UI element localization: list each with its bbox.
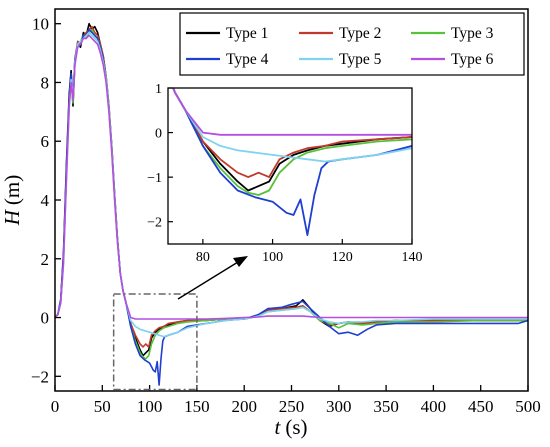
x-axis-title: t (s)	[274, 415, 307, 439]
inset-x-tick-label: 80	[196, 250, 210, 265]
x-tick-label: 200	[231, 397, 257, 416]
x-tick-label: 50	[94, 397, 111, 416]
y-tick-label: 10	[32, 15, 49, 34]
x-axis-unit: (s)	[285, 415, 307, 439]
y-tick-label: 8	[41, 73, 50, 92]
y-tick-label: 6	[41, 132, 50, 151]
y-axis-unit: (m)	[0, 175, 24, 205]
legend-label-type-2: Type 2	[339, 25, 381, 42]
y-tick-label: −2	[31, 367, 49, 386]
y-axis-var: H	[0, 208, 24, 226]
legend-box	[179, 12, 525, 76]
legend-label-type-4: Type 4	[226, 51, 269, 68]
y-tick-label: 4	[41, 191, 50, 210]
legend-label-type-5: Type 5	[339, 51, 382, 68]
legend-label-type-6: Type 6	[451, 51, 494, 68]
inset-x-tick-label: 120	[332, 250, 353, 265]
zoom-region-box	[112, 293, 198, 391]
zoom-arrow-line	[177, 261, 239, 300]
inset-plot-frame	[167, 87, 413, 245]
y-tick-label: 0	[41, 309, 50, 328]
legend-label-type-1: Type 1	[226, 25, 268, 42]
inset-series-layer	[172, 88, 412, 236]
y-axis-title: H (m)	[0, 175, 24, 227]
inset-x-tick-label: 140	[402, 250, 423, 265]
x-tick-label: 0	[51, 397, 60, 416]
y-tick-label: 2	[41, 250, 50, 269]
inset-y-tick-label: 0	[155, 127, 162, 142]
inset-series-line-type-5	[172, 88, 412, 163]
x-axis-var: t	[274, 415, 281, 439]
inset-series-line-type-2	[172, 88, 412, 178]
legend-label-type-3: Type 3	[451, 25, 494, 42]
main-series-layer	[54, 22, 529, 386]
x-tick-label: 500	[515, 397, 541, 416]
inset-x-tick-label: 100	[262, 250, 283, 265]
x-tick-label: 250	[279, 397, 305, 416]
series-line-type-6	[54, 34, 528, 320]
inset-y-tick-label: −2	[147, 216, 162, 231]
x-tick-label: 350	[373, 397, 399, 416]
inset-background	[168, 88, 412, 244]
x-tick-label: 100	[137, 397, 163, 416]
inset-y-tick-label: 1	[155, 82, 162, 97]
inset-series-line-type-3	[172, 88, 412, 196]
inset-y-tick-label: −1	[147, 171, 162, 186]
x-tick-label: 400	[421, 397, 447, 416]
zoom-arrow-head	[233, 256, 248, 267]
x-tick-label: 300	[326, 397, 352, 416]
legend: Type 1 Type 2 Type 3 Type 4 Type 5 Type 6	[179, 12, 525, 76]
x-tick-label: 450	[468, 397, 494, 416]
inset-axis-ticks: 80 100 120 140 −2 −1 0 1	[147, 82, 422, 265]
inset-series-line-type-1	[172, 88, 412, 192]
inset-series-line-type-6	[172, 88, 412, 136]
x-tick-label: 150	[184, 397, 210, 416]
